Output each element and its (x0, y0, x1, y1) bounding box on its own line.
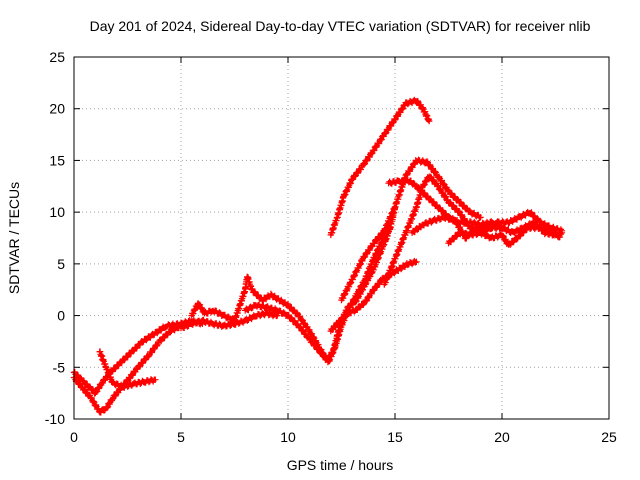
y-tick-label: -10 (45, 411, 65, 427)
plot-frame (73, 56, 610, 420)
series-markers (242, 224, 394, 366)
y-tick-label: 5 (57, 256, 65, 272)
y-tick-label: 20 (49, 101, 65, 117)
y-tick-label: 15 (49, 152, 65, 168)
y-tick-label: 10 (49, 204, 65, 220)
series-markers (70, 322, 185, 416)
y-tick-label: 25 (49, 49, 65, 65)
data-series-arc-13 (445, 223, 563, 248)
y-axis-label: SDTVAR / TECUs (6, 182, 22, 294)
data-series-arc-9 (338, 156, 484, 304)
x-tick-label: 20 (494, 429, 510, 445)
series-markers (445, 223, 563, 248)
data-series-arc-12 (408, 208, 566, 242)
x-tick-label: 5 (177, 429, 185, 445)
grid-lines (74, 57, 609, 419)
data-series-arc-1 (70, 322, 185, 416)
x-tick-label: 0 (70, 429, 78, 445)
x-tick-label: 10 (280, 429, 296, 445)
data-series-arc-8 (327, 96, 433, 239)
series-markers (96, 348, 159, 391)
x-tick-label: 25 (601, 429, 617, 445)
y-tick-label: 0 (57, 308, 65, 324)
x-tick-label: 15 (387, 429, 403, 445)
data-series-arc-6 (242, 224, 394, 366)
chart-title: Day 201 of 2024, Sidereal Day-to-day VTE… (90, 18, 591, 34)
data-series-arc-3 (96, 348, 159, 391)
data-series-arc-10 (381, 173, 506, 288)
series-markers (327, 96, 433, 239)
axis-ticks: 0 5 10 15 20 25 -10 -5 0 5 10 15 20 25 (45, 49, 617, 445)
y-tick-label: -5 (53, 359, 66, 375)
x-axis-label: GPS time / hours (287, 457, 394, 473)
data-series-arc-4 (177, 309, 281, 332)
